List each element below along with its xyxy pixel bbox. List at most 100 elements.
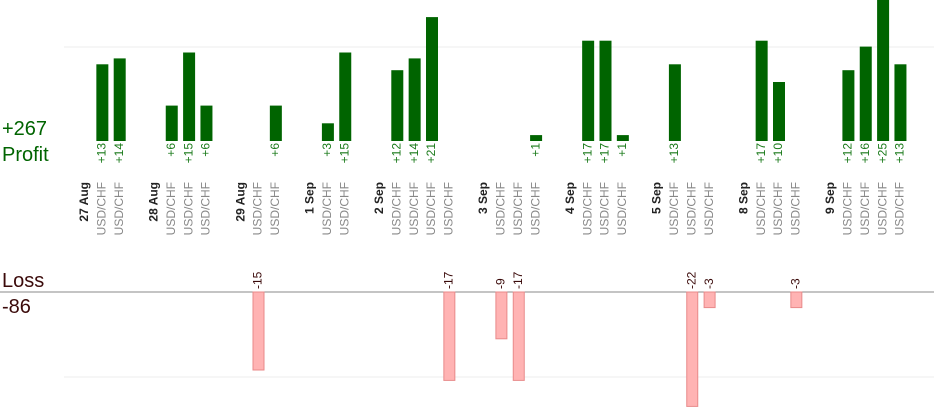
date-label: 1 Sep	[303, 182, 317, 214]
profit-bar	[183, 52, 196, 141]
profit-bar	[165, 105, 178, 141]
profit-value-label: +6	[164, 143, 178, 157]
loss-value-label: -17	[511, 271, 525, 289]
pair-label: USD/CHF	[95, 182, 109, 235]
pair-label: USD/CHF	[598, 182, 612, 235]
profit-value-label: +14	[407, 143, 421, 164]
pair-label: USD/CHF	[771, 182, 785, 235]
loss-value-label: -15	[251, 271, 265, 289]
profit-value-label: +13	[95, 143, 109, 164]
profit-value-label: +6	[268, 143, 282, 157]
profit-bar	[530, 135, 543, 141]
pair-label: USD/CHF	[389, 182, 403, 235]
profit-bar	[894, 64, 907, 141]
pair-label: USD/CHF	[199, 182, 213, 235]
pair-label: USD/CHF	[337, 182, 351, 235]
loss-bar	[686, 291, 699, 407]
pair-label: USD/CHF	[667, 182, 681, 235]
profit-value-label: +17	[598, 143, 612, 164]
profit-value-label: +13	[667, 143, 681, 164]
date-label: 28 Aug	[147, 182, 161, 222]
date-label: 5 Sep	[650, 182, 664, 214]
loss-value-label: -3	[702, 278, 716, 289]
date-label: 29 Aug	[233, 182, 247, 222]
profit-bar	[426, 17, 438, 142]
profit-value-label: +1	[615, 143, 629, 157]
loss-bar	[495, 291, 508, 340]
profit-value-label: +17	[580, 143, 594, 164]
profit-bar	[582, 40, 595, 142]
profit-bar	[339, 52, 352, 141]
date-label: 9 Sep	[823, 182, 837, 214]
pair-label: USD/CHF	[511, 182, 525, 235]
loss-value-label: -3	[789, 278, 803, 289]
date-label: 4 Sep	[563, 182, 577, 214]
profit-bar	[391, 70, 404, 141]
pair-label: USD/CHF	[164, 182, 178, 235]
profit-bar	[599, 40, 612, 142]
profit-value-label: +10	[771, 143, 785, 164]
profit-value-label: +3	[320, 143, 334, 157]
pair-label: USD/CHF	[702, 182, 716, 235]
profit-value-label: +15	[337, 143, 351, 164]
profit-bar	[859, 46, 872, 141]
pair-label: USD/CHF	[754, 182, 768, 235]
profit-bar	[773, 82, 785, 141]
profit-bar	[877, 0, 890, 141]
pair-label: USD/CHF	[494, 182, 508, 235]
date-label: 3 Sep	[476, 182, 490, 214]
profit-value-label: +13	[893, 143, 907, 164]
profit-value-label: +14	[112, 143, 126, 164]
loss-value-label: -17	[442, 271, 456, 289]
date-label: 2 Sep	[372, 182, 386, 214]
profit-bar	[668, 64, 681, 141]
pair-label: USD/CHF	[320, 182, 334, 235]
profit-value-label: +25	[875, 143, 889, 164]
loss-label: Loss	[2, 270, 45, 292]
date-label: 8 Sep	[736, 182, 750, 214]
profit-value-label: +21	[424, 143, 438, 164]
loss-bar	[703, 291, 716, 309]
profit-bar	[408, 58, 421, 141]
profit-value-label: +12	[841, 143, 855, 164]
loss-bar	[512, 291, 525, 381]
date-label: 27 Aug	[77, 182, 91, 222]
pair-label: USD/CHF	[442, 182, 456, 235]
profit-bar	[113, 58, 126, 141]
pair-label: USD/CHF	[112, 182, 126, 235]
profit-bar	[842, 70, 855, 141]
pair-label: USD/CHF	[251, 182, 265, 235]
profit-value-label: +6	[199, 143, 213, 157]
loss-total: -86	[2, 296, 31, 318]
profit-bar	[200, 105, 213, 141]
pair-label: USD/CHF	[684, 182, 698, 235]
profit-value-label: +1	[528, 143, 542, 157]
loss-bar	[790, 291, 803, 309]
profit-total: +267	[2, 118, 48, 140]
loss-value-label: -9	[494, 278, 508, 289]
pair-label: USD/CHF	[268, 182, 282, 235]
profit-bar	[96, 64, 109, 141]
pair-label: USD/CHF	[841, 182, 855, 235]
profit-bar	[269, 105, 282, 141]
pair-label: USD/CHF	[424, 182, 438, 235]
pair-label: USD/CHF	[893, 182, 907, 235]
pair-label: USD/CHF	[407, 182, 421, 235]
profit-label: Profit	[2, 144, 49, 166]
profit-value-label: +17	[754, 143, 768, 164]
loss-value-label: -22	[684, 271, 698, 289]
profit-value-label: +16	[858, 143, 872, 164]
profit-value-label: +15	[181, 143, 195, 164]
pair-label: USD/CHF	[858, 182, 872, 235]
loss-bar	[443, 291, 456, 381]
pair-label: USD/CHF	[580, 182, 594, 235]
loss-bar	[252, 291, 265, 371]
profit-bar	[616, 135, 629, 141]
pair-label: USD/CHF	[181, 182, 195, 235]
pair-label: USD/CHF	[789, 182, 803, 235]
pair-label: USD/CHF	[615, 182, 629, 235]
profit-value-label: +12	[389, 143, 403, 164]
pair-label: USD/CHF	[875, 182, 889, 235]
